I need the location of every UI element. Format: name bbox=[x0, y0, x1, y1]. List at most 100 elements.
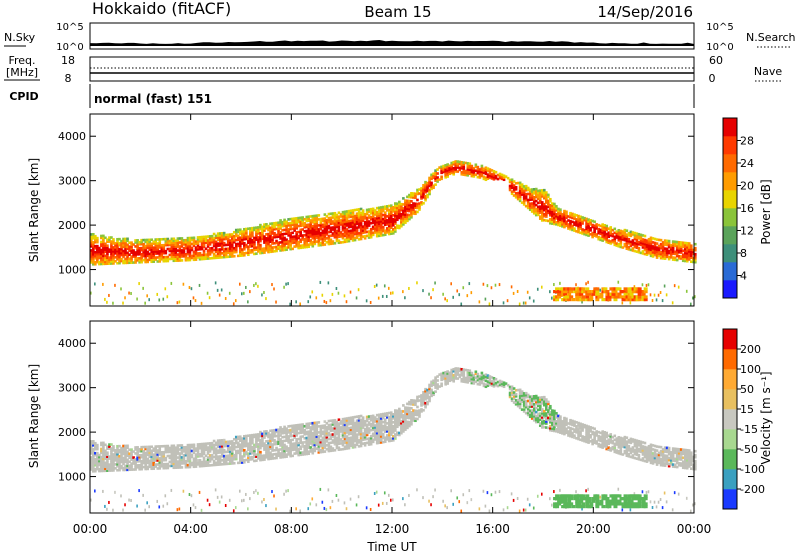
power-cell bbox=[295, 241, 298, 244]
power-cell bbox=[536, 189, 540, 193]
velocity-cell bbox=[196, 461, 200, 464]
velocity-cell bbox=[379, 435, 383, 438]
power-cell bbox=[297, 230, 300, 234]
power-cell bbox=[305, 219, 309, 223]
power-cell bbox=[313, 232, 317, 236]
velocity-cell bbox=[241, 459, 244, 462]
velocity-cell bbox=[90, 498, 92, 502]
power-cell bbox=[309, 225, 313, 228]
velocity-cell bbox=[156, 467, 160, 470]
power-cell bbox=[104, 256, 107, 260]
power-cell bbox=[156, 244, 160, 247]
power-cell bbox=[601, 223, 604, 226]
power-cell bbox=[210, 256, 214, 260]
power-cell bbox=[261, 225, 264, 229]
velocity-cell bbox=[251, 435, 254, 439]
power-cell bbox=[311, 240, 315, 244]
velocity-cell bbox=[148, 459, 151, 463]
power-cell bbox=[514, 188, 518, 191]
power-cell bbox=[301, 234, 305, 237]
power-cell bbox=[295, 227, 298, 230]
power-cell bbox=[478, 176, 482, 179]
velocity-cell bbox=[230, 450, 234, 453]
velocity-cell bbox=[327, 449, 331, 453]
power-cell bbox=[158, 242, 162, 245]
power-cell bbox=[188, 248, 192, 252]
power-cell bbox=[494, 283, 497, 287]
power-cell bbox=[367, 208, 371, 211]
velocity-cell bbox=[299, 439, 302, 443]
velocity-cell bbox=[285, 433, 288, 436]
power-cell bbox=[385, 209, 389, 212]
power-cell bbox=[484, 170, 488, 174]
power-cell bbox=[502, 301, 505, 305]
power-cell bbox=[581, 216, 584, 219]
power-cell bbox=[241, 248, 244, 251]
power-cell bbox=[319, 231, 323, 235]
velocity-cell bbox=[307, 444, 311, 448]
velocity-cell bbox=[132, 460, 135, 463]
power-cell bbox=[202, 239, 206, 243]
power-cell bbox=[241, 230, 244, 233]
power-cell bbox=[353, 214, 357, 218]
power-cell bbox=[355, 214, 359, 217]
velocity-cell bbox=[243, 498, 245, 502]
power-cell bbox=[681, 257, 685, 261]
velocity-cell bbox=[230, 456, 234, 459]
velocity-cell bbox=[347, 430, 351, 434]
power-cell bbox=[641, 250, 645, 253]
power-cell bbox=[436, 176, 439, 179]
power-cell bbox=[375, 214, 379, 218]
power-cell bbox=[669, 252, 673, 255]
velocity-cell bbox=[234, 451, 238, 455]
power-cell bbox=[212, 254, 216, 258]
power-cell bbox=[238, 254, 242, 257]
power-cell bbox=[112, 254, 115, 257]
velocity-cell bbox=[269, 429, 272, 433]
power-cell bbox=[631, 239, 635, 242]
power-cell bbox=[549, 221, 552, 225]
velocity-cell bbox=[245, 458, 248, 462]
velocity-cell bbox=[383, 414, 387, 418]
power-cell bbox=[520, 189, 524, 192]
power-cell bbox=[440, 171, 443, 175]
power-cell bbox=[349, 229, 353, 233]
power-cell bbox=[285, 224, 288, 227]
velocity-cell bbox=[285, 435, 288, 438]
velocity-cell bbox=[234, 435, 238, 439]
power-cell bbox=[424, 182, 427, 186]
velocity-cell bbox=[311, 443, 315, 447]
power-cell bbox=[371, 213, 375, 217]
power-cell bbox=[424, 194, 427, 198]
velocity-cell bbox=[369, 416, 373, 420]
power-cell bbox=[198, 247, 202, 251]
power-cell bbox=[561, 213, 564, 216]
power-cell bbox=[375, 220, 379, 224]
power-cell bbox=[331, 292, 334, 296]
velocity-cell bbox=[150, 461, 154, 465]
power-cell bbox=[398, 214, 401, 218]
power-cell bbox=[392, 210, 395, 213]
power-cell bbox=[396, 212, 399, 216]
power-cell bbox=[263, 251, 266, 254]
velocity-cell bbox=[243, 436, 246, 440]
power-cell bbox=[470, 174, 474, 178]
power-cell bbox=[385, 294, 388, 298]
power-cell bbox=[565, 216, 568, 220]
power-cell bbox=[212, 240, 216, 244]
velocity-cell bbox=[251, 457, 254, 461]
velocity-cell bbox=[102, 463, 105, 467]
power-cell bbox=[329, 228, 333, 232]
velocity-cell bbox=[182, 489, 185, 493]
power-cell bbox=[255, 238, 258, 241]
velocity-cell bbox=[249, 497, 251, 501]
power-cell bbox=[138, 282, 140, 286]
power-cell bbox=[683, 247, 687, 251]
velocity-cell bbox=[299, 423, 302, 427]
power-cell bbox=[323, 225, 327, 228]
power-cell bbox=[116, 237, 119, 241]
velocity-cell bbox=[331, 441, 335, 444]
power-cell bbox=[154, 238, 158, 241]
velocity-cell bbox=[148, 465, 151, 469]
power-cell bbox=[522, 199, 526, 202]
